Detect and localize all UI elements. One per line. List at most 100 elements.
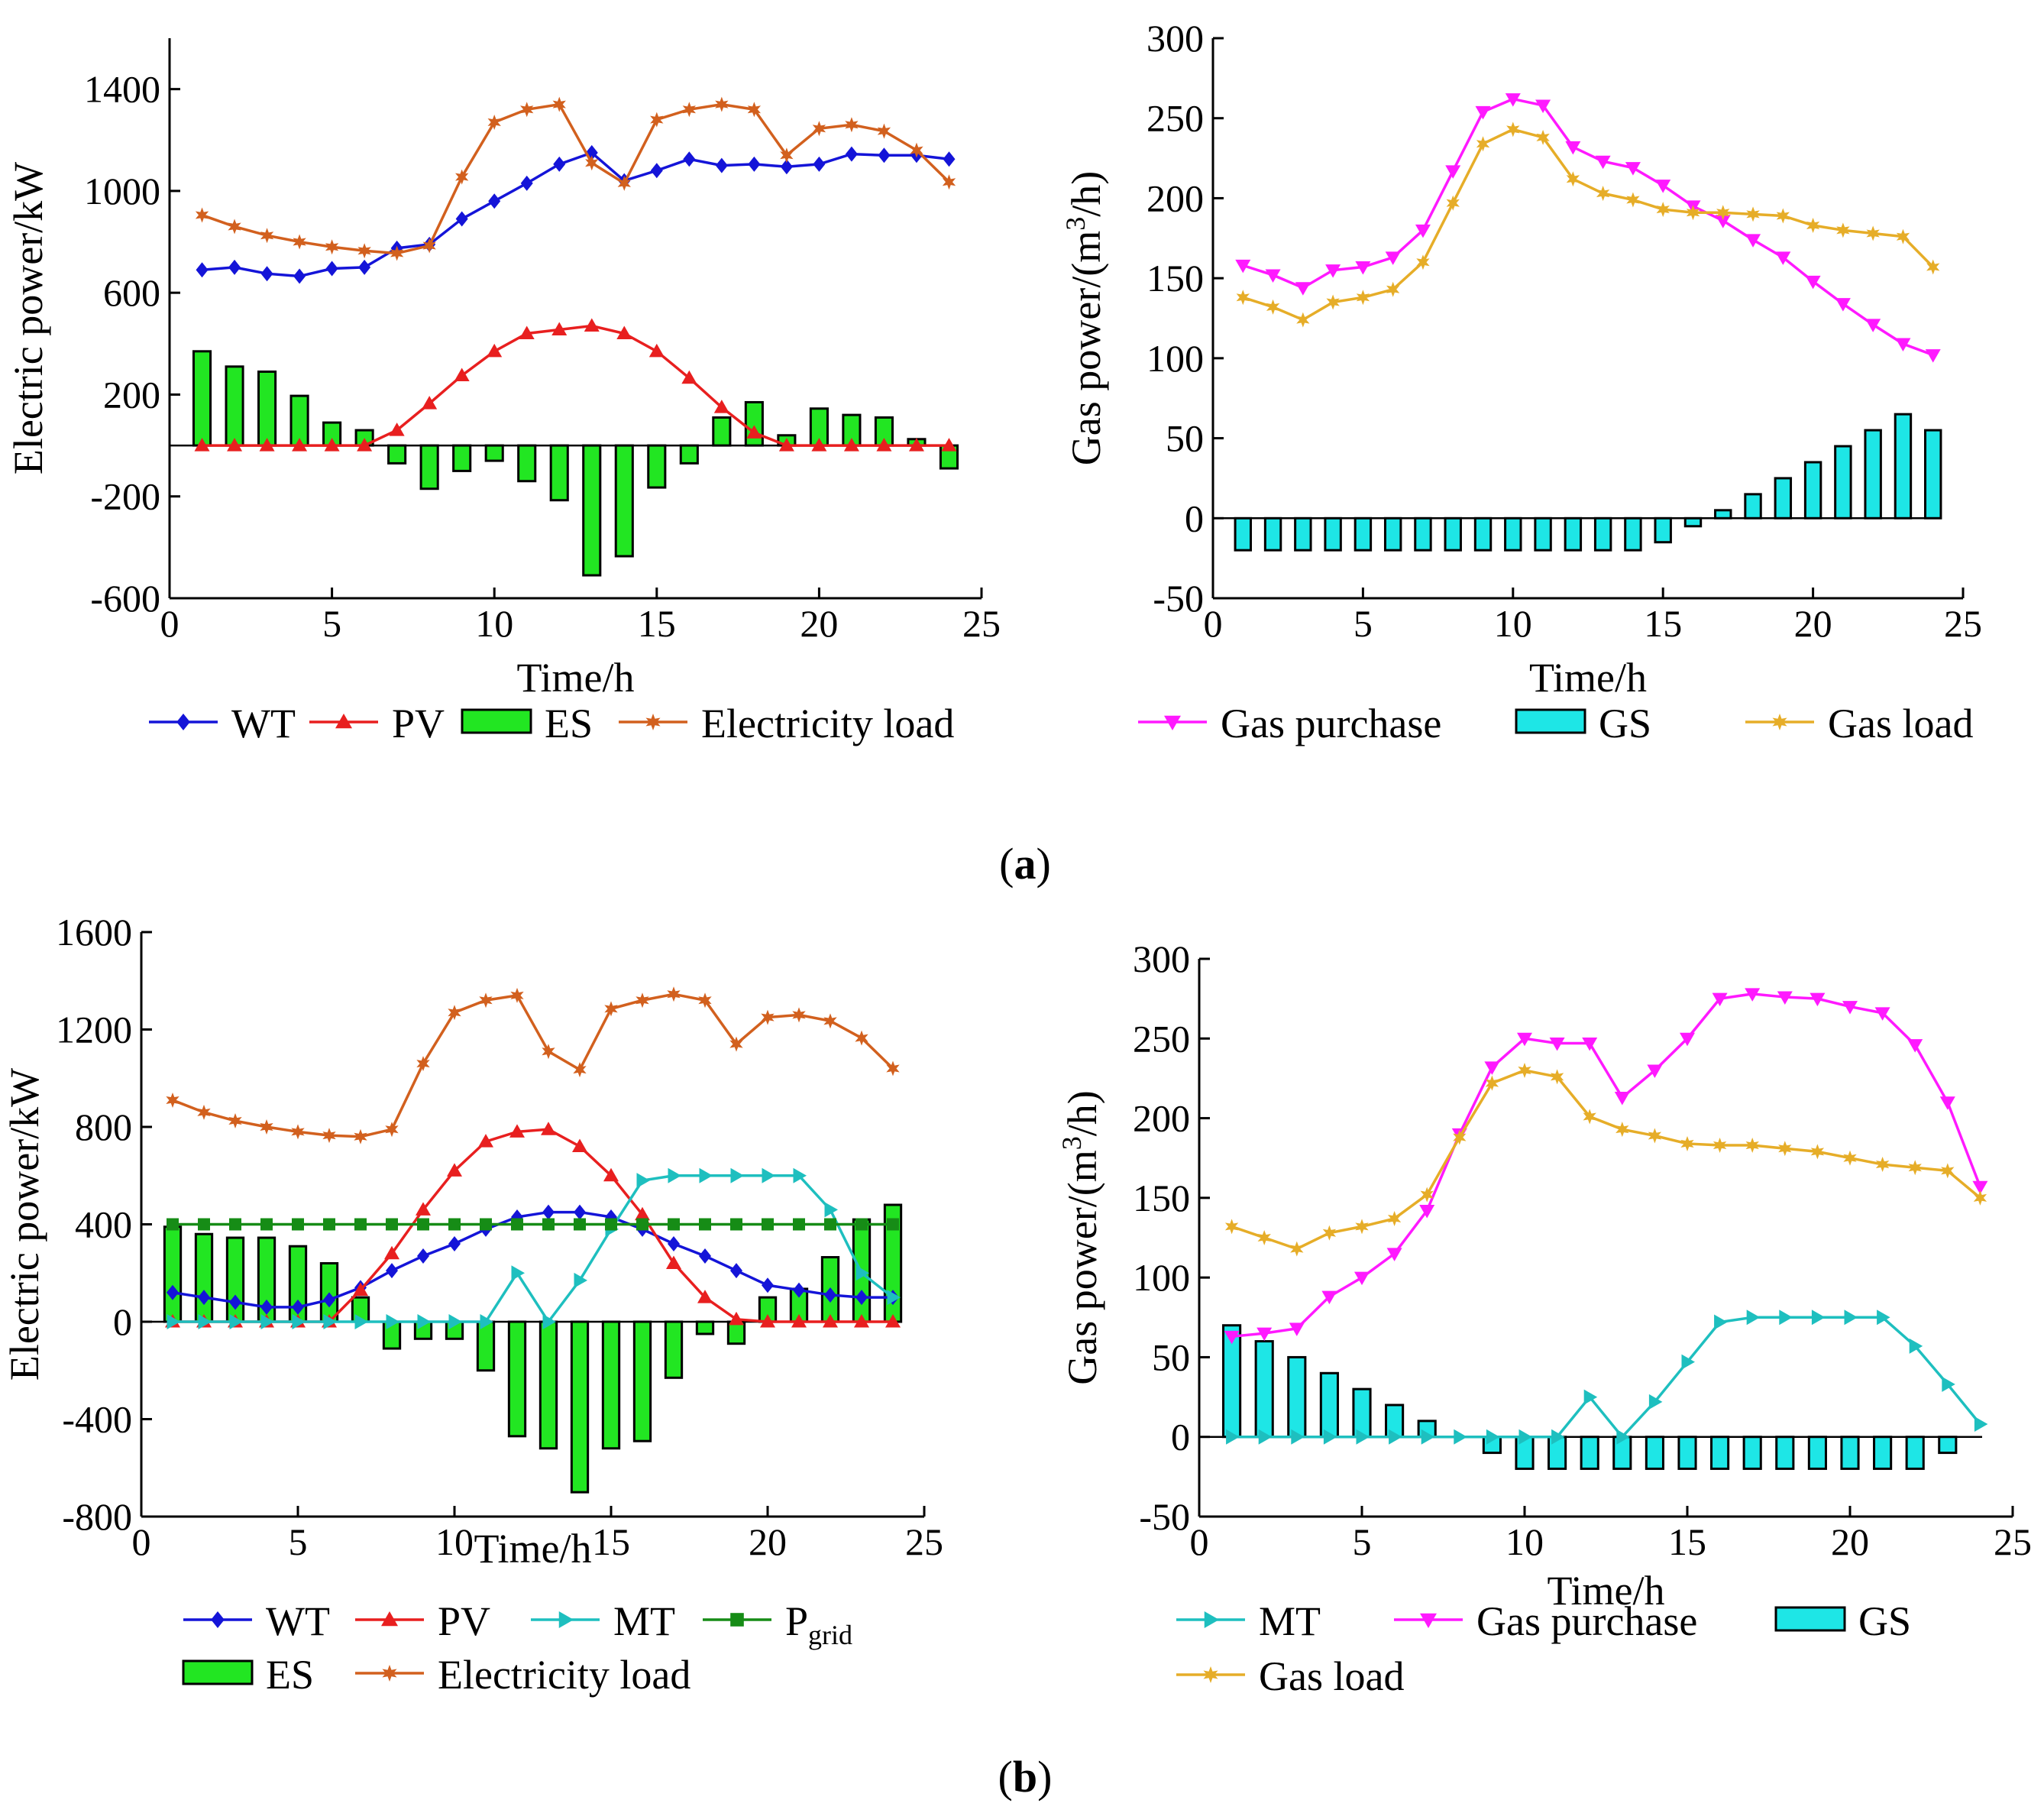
- point-mt: [855, 1265, 869, 1281]
- legend-marker-pv: [381, 1611, 398, 1627]
- bar-es: [679, 444, 699, 465]
- legend-label-subscript: grid: [808, 1620, 852, 1650]
- point-electricity-load: [823, 1013, 837, 1029]
- bar-gs: [1504, 516, 1522, 552]
- legend-label-text: Gas purchase: [1476, 1598, 1697, 1644]
- bar-es: [549, 444, 569, 502]
- point-mt: [1877, 1310, 1890, 1326]
- point-mt: [448, 1314, 462, 1329]
- x-tick-label: 25: [1944, 602, 1982, 645]
- point-mt: [260, 1314, 274, 1329]
- point-pgrid: [448, 1218, 461, 1231]
- point-gas-load: [1926, 259, 1940, 275]
- series-line-mt: [1231, 1316, 1981, 1439]
- legend-label-pv: PV: [392, 701, 445, 746]
- bar-gs: [1834, 445, 1852, 520]
- y-axis-title: Electric power/kW: [2, 1068, 47, 1381]
- y-tick-label: 150: [1147, 257, 1204, 299]
- legend-item-gas-purchase: Gas purchase: [1138, 701, 1441, 746]
- point-pv: [422, 396, 438, 410]
- point-pv: [854, 1314, 869, 1328]
- series-line-gas-purchase: [1242, 97, 1934, 357]
- legend-label-es: ES: [266, 1652, 314, 1698]
- point-gas-load: [1453, 1129, 1467, 1145]
- point-gas-load: [1836, 222, 1850, 238]
- y-tick-label: -200: [90, 475, 160, 518]
- point-wt: [260, 1299, 273, 1315]
- legend-item-es: ES: [461, 701, 593, 746]
- legend-label-text: GS: [1858, 1598, 1911, 1644]
- bar-es: [192, 350, 212, 447]
- point-electricity-load: [761, 1009, 775, 1025]
- point-gas-load: [1686, 205, 1700, 221]
- point-gas-purchase: [1939, 1096, 1955, 1110]
- x-tick-label: 10: [1506, 1520, 1544, 1563]
- point-gas-load: [1656, 202, 1670, 218]
- point-mt: [1551, 1429, 1565, 1445]
- point-gas-purchase: [1386, 1248, 1402, 1261]
- y-tick-label: -400: [62, 1398, 132, 1441]
- point-gas-purchase: [1582, 1038, 1598, 1051]
- point-mt: [354, 1314, 368, 1329]
- point-gas-purchase: [1325, 264, 1341, 278]
- point-pgrid: [323, 1218, 335, 1231]
- y-tick-label: 0: [113, 1300, 132, 1343]
- point-pgrid: [260, 1218, 273, 1231]
- point-mt: [480, 1314, 493, 1329]
- point-pv: [447, 1163, 462, 1177]
- x-tick-label: 25: [962, 602, 1001, 645]
- bar-gs: [1354, 516, 1373, 552]
- legend-label-mt: MT: [1259, 1598, 1321, 1644]
- bar-gs: [1612, 1436, 1632, 1470]
- point-electricity-load: [448, 1005, 461, 1021]
- legend-label-text: Gas load: [1828, 701, 1973, 746]
- legend-label-text: WT: [266, 1598, 330, 1644]
- x-tick-label: 15: [592, 1520, 630, 1563]
- bar-gs: [1352, 1387, 1372, 1439]
- legend-item-pv: PV: [355, 1598, 490, 1644]
- bar-gs: [1473, 516, 1493, 552]
- point-pv: [487, 343, 503, 358]
- point-mt: [1518, 1429, 1532, 1445]
- x-tick-label: 10: [435, 1520, 474, 1563]
- legend-label-gas-load: Gas load: [1259, 1653, 1404, 1699]
- point-gas-purchase: [1256, 1327, 1273, 1342]
- point-pv: [941, 438, 957, 452]
- point-mt: [1258, 1429, 1273, 1445]
- bar-es: [517, 444, 537, 483]
- legend-label-text: ES: [266, 1652, 314, 1698]
- bar-gs: [1414, 516, 1432, 552]
- x-tick-label: 15: [638, 602, 676, 645]
- series-line-mt: [173, 1174, 894, 1325]
- point-electricity-load: [291, 1124, 305, 1140]
- point-electricity-load: [812, 121, 826, 137]
- point-gas-load: [1648, 1128, 1662, 1144]
- point-electricity-load: [729, 1036, 743, 1052]
- point-wt: [167, 1284, 179, 1300]
- point-gas-load: [1778, 1141, 1792, 1157]
- y-tick-label: 1400: [84, 68, 160, 111]
- point-gas-purchase: [1745, 988, 1761, 1002]
- point-mt: [323, 1314, 337, 1329]
- point-pv: [259, 438, 275, 452]
- point-electricity-load: [573, 1062, 587, 1078]
- bar-gs: [1774, 477, 1793, 520]
- y-tick-label: 600: [103, 271, 160, 314]
- point-electricity-load: [682, 102, 696, 118]
- point-gas-purchase: [1895, 338, 1911, 352]
- legend-marker-electricity-load: [382, 1665, 397, 1682]
- point-gas-purchase: [1712, 992, 1728, 1007]
- bar-gs: [1894, 413, 1913, 520]
- point-wt: [748, 156, 761, 172]
- y-tick-label: 200: [1147, 176, 1204, 219]
- point-gas-load: [1536, 129, 1550, 145]
- point-electricity-load: [792, 1007, 806, 1023]
- point-mt: [1779, 1310, 1793, 1326]
- point-electricity-load: [698, 992, 712, 1008]
- point-pgrid: [793, 1218, 805, 1231]
- point-pgrid: [198, 1218, 210, 1231]
- y-axis-title-superscript: 3: [1060, 217, 1091, 231]
- point-pv: [603, 1167, 619, 1182]
- point-pgrid: [824, 1218, 836, 1231]
- bar-gs: [1710, 1436, 1730, 1470]
